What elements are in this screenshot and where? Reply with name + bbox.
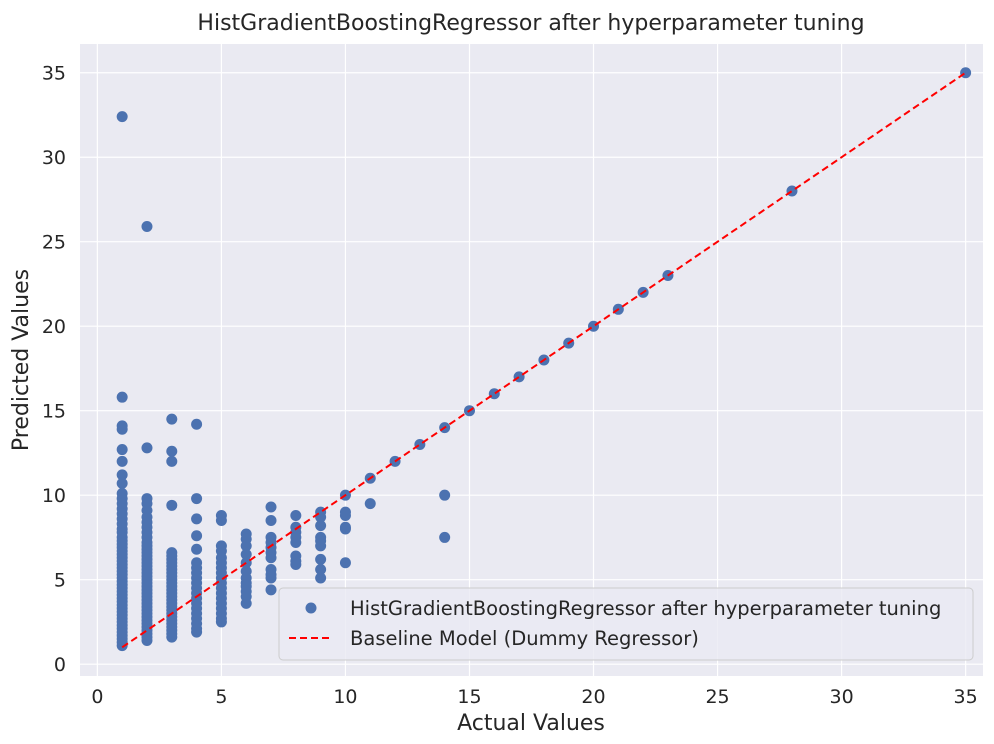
scatter-point bbox=[265, 515, 277, 527]
y-tick-label: 15 bbox=[42, 401, 66, 423]
scatter-point bbox=[265, 584, 277, 596]
x-tick-label: 10 bbox=[333, 686, 357, 708]
baseline-line bbox=[121, 71, 967, 649]
scatter-point bbox=[315, 520, 327, 532]
scatter-point bbox=[265, 552, 277, 564]
scatter-point bbox=[166, 455, 178, 467]
x-tick-label: 5 bbox=[215, 686, 227, 708]
scatter-point bbox=[191, 543, 203, 555]
scatter-point bbox=[240, 540, 252, 552]
scatter-point bbox=[240, 548, 252, 560]
scatter-point bbox=[116, 640, 128, 652]
legend-label-scatter: HistGradientBoostingRegressor after hype… bbox=[350, 597, 941, 620]
y-tick-label: 0 bbox=[54, 654, 66, 676]
y-tick-label: 10 bbox=[42, 485, 66, 507]
scatter-point bbox=[290, 558, 302, 570]
scatter-point bbox=[116, 477, 128, 489]
scatter-point bbox=[414, 438, 426, 450]
scatter-point bbox=[364, 498, 376, 510]
scatter-point bbox=[290, 537, 302, 549]
scatter-point bbox=[116, 111, 128, 123]
scatter-point bbox=[215, 515, 227, 527]
scatter-point bbox=[315, 572, 327, 584]
x-tick-label: 30 bbox=[830, 686, 854, 708]
x-tick-label: 15 bbox=[457, 686, 481, 708]
scatter-point bbox=[141, 442, 153, 454]
scatter-point bbox=[215, 616, 227, 628]
scatter-point bbox=[339, 557, 351, 569]
x-axis-label: Actual Values bbox=[457, 711, 605, 736]
scatter-point bbox=[116, 423, 128, 435]
scatter-point bbox=[166, 413, 178, 425]
scatter-point bbox=[191, 513, 203, 525]
scatter-point bbox=[116, 469, 128, 481]
scatter-point bbox=[265, 572, 277, 584]
scatter-point bbox=[141, 221, 153, 233]
scatter-point bbox=[439, 531, 451, 543]
scatter-point bbox=[265, 501, 277, 513]
scatter-point bbox=[191, 530, 203, 542]
x-tick-label: 20 bbox=[581, 686, 605, 708]
x-tick-labels: 0 5 10 15 20 25 30 35 bbox=[91, 686, 977, 708]
legend-label-baseline: Baseline Model (Dummy Regressor) bbox=[350, 627, 699, 650]
y-tick-label: 5 bbox=[54, 570, 66, 592]
scatter-point bbox=[166, 445, 178, 457]
scatter-point bbox=[315, 553, 327, 565]
scatter-point bbox=[240, 597, 252, 609]
scatter-point bbox=[439, 489, 451, 501]
plot-area bbox=[80, 44, 983, 676]
scatter-point bbox=[191, 626, 203, 638]
y-tick-label: 20 bbox=[42, 316, 66, 338]
y-axis-label: Predicted Values bbox=[9, 269, 34, 451]
scatter-point bbox=[339, 523, 351, 535]
legend: HistGradientBoostingRegressor after hype… bbox=[278, 587, 974, 661]
scatter-points bbox=[116, 67, 972, 652]
scatter-point bbox=[116, 391, 128, 403]
scatter-point bbox=[116, 444, 128, 456]
x-tick-label: 35 bbox=[954, 686, 978, 708]
x-tick-label: 0 bbox=[91, 686, 103, 708]
x-tick-label: 25 bbox=[705, 686, 729, 708]
scatter-point bbox=[141, 635, 153, 647]
scatter-point bbox=[339, 509, 351, 521]
scatter-point bbox=[116, 455, 128, 467]
grid bbox=[80, 44, 983, 676]
baseline-dashed-line bbox=[121, 71, 967, 649]
scatter-point bbox=[315, 564, 327, 576]
scatter-point bbox=[315, 540, 327, 552]
scatter-point bbox=[191, 418, 203, 430]
legend-box bbox=[278, 587, 974, 661]
scatter-point bbox=[191, 493, 203, 505]
scatter-point bbox=[166, 499, 178, 511]
scatter-point bbox=[166, 631, 178, 643]
y-tick-label: 25 bbox=[42, 232, 66, 254]
y-tick-label: 30 bbox=[42, 147, 66, 169]
chart-title: HistGradientBoostingRegressor after hype… bbox=[197, 11, 864, 36]
scatter-point bbox=[290, 509, 302, 521]
y-tick-label: 35 bbox=[42, 63, 66, 85]
y-tick-labels: 0 5 10 15 20 25 30 35 bbox=[42, 63, 66, 676]
legend-marker-scatter bbox=[305, 602, 317, 614]
